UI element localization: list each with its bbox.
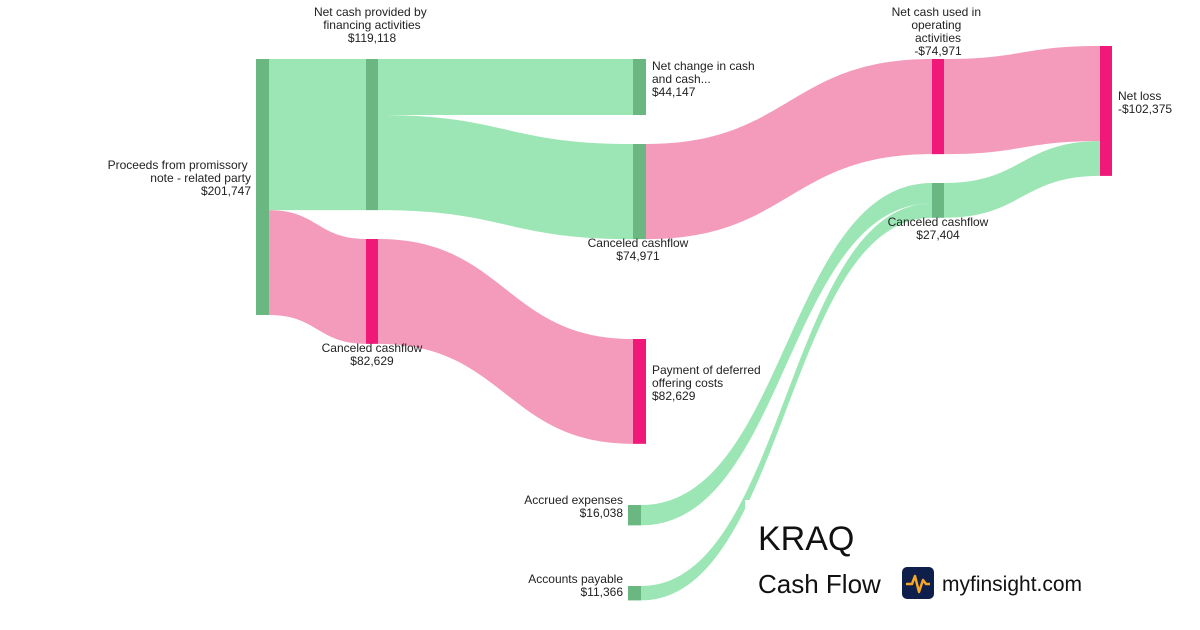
- node-label: Accounts payable: [528, 572, 623, 586]
- node: [256, 59, 269, 315]
- node-value-label: -$74,971: [914, 44, 962, 58]
- node-label: Accrued expenses: [524, 493, 623, 507]
- node-label: Net cash used in operating activities: [892, 5, 985, 45]
- node-label: Net cash provided by financing activitie…: [314, 5, 430, 32]
- node-value-label: $74,971: [616, 249, 660, 263]
- node: [1100, 46, 1112, 176]
- nodes: [256, 46, 1112, 601]
- node-label: Canceled cashflow: [322, 341, 423, 355]
- link: [269, 59, 366, 211]
- footer-bg: [745, 500, 1105, 620]
- node-value-label: $27,404: [916, 228, 960, 242]
- node-value-label: $11,366: [581, 585, 624, 599]
- ticker: KRAQ: [758, 520, 854, 558]
- node-label: Canceled cashflow: [888, 215, 989, 229]
- link: [641, 183, 932, 526]
- node-label: Proceeds from promissory note - related …: [108, 158, 251, 185]
- node-value-label: $82,629: [652, 389, 696, 403]
- node: [633, 339, 646, 444]
- subtitle: Cash Flow: [758, 569, 881, 599]
- labels: Proceeds from promissory note - related …: [108, 5, 1173, 599]
- node-label: Net change in cash and cash...: [652, 59, 758, 86]
- node: [633, 59, 646, 116]
- node: [628, 586, 641, 601]
- link: [378, 239, 633, 444]
- link: [378, 115, 633, 240]
- link: [641, 203, 932, 601]
- brand: myfinsight.com: [942, 573, 1082, 596]
- node-label: Net loss: [1118, 89, 1161, 103]
- node-value-label: $201,747: [201, 184, 251, 198]
- node: [932, 59, 944, 155]
- node-value-label: $82,629: [350, 354, 394, 368]
- node: [633, 144, 646, 240]
- logo-icon: [906, 574, 930, 594]
- node-value-label: $44,147: [652, 85, 696, 99]
- links: [269, 46, 1100, 601]
- node-label: Canceled cashflow: [588, 236, 689, 250]
- link: [269, 210, 366, 344]
- node: [932, 183, 944, 218]
- link: [944, 46, 1100, 155]
- node: [366, 239, 378, 344]
- node: [628, 505, 641, 526]
- node-label: Payment of deferred offering costs: [652, 363, 764, 390]
- link: [646, 59, 932, 240]
- node: [366, 59, 378, 211]
- link: [378, 59, 633, 116]
- node-value-label: -$102,375: [1118, 102, 1172, 116]
- node-value-label: $119,118: [348, 31, 397, 45]
- node-value-label: $16,038: [580, 506, 624, 520]
- link: [944, 141, 1100, 218]
